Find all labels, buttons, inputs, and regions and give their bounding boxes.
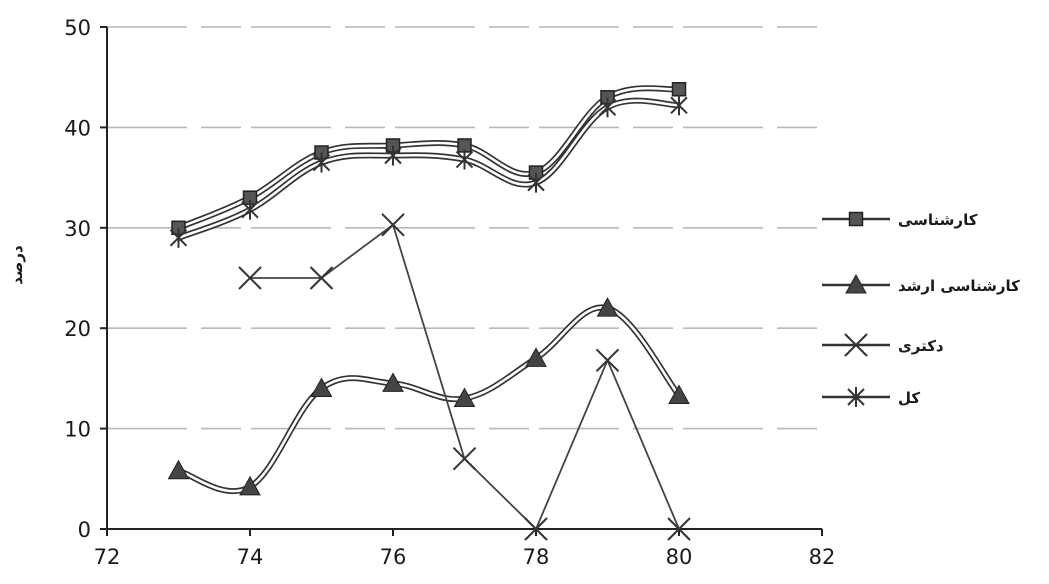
data-point-doctorate-80	[667, 517, 691, 541]
data-point-total-78	[527, 172, 545, 193]
legend-item-masters: کارشناسی ارشد	[822, 273, 1020, 295]
legend-marker-doctorate	[844, 333, 868, 357]
data-point-doctorate-78	[524, 517, 548, 541]
data-point-masters-80	[668, 384, 690, 404]
data-point-total-73	[169, 227, 188, 248]
data-point-masters-77	[453, 387, 476, 407]
y-axis-label: درصد	[8, 245, 26, 285]
data-point-masters-79	[596, 297, 619, 317]
y-tick-label-40: 40	[64, 116, 91, 140]
legend-marker-bachelor	[848, 211, 864, 227]
x-tick-label-76: 76	[380, 545, 407, 569]
data-point-doctorate-76	[381, 213, 405, 237]
series-line-masters	[178, 306, 681, 493]
data-point-doctorate-75	[309, 266, 334, 290]
series-doctorate	[238, 213, 691, 541]
legend-item-doctorate: دکتری	[822, 333, 944, 357]
series-masters	[167, 297, 690, 496]
data-point-total-76	[384, 145, 402, 166]
data-point-masters-75	[310, 377, 333, 397]
series-line-total	[178, 99, 680, 240]
data-point-total-74	[241, 199, 259, 220]
gridlines	[107, 26, 822, 430]
series-layer	[167, 81, 691, 541]
x-tick-label-74: 74	[237, 545, 264, 569]
x-axis-ticks: 72 74 76 78 80 82	[94, 529, 836, 569]
legend-label-masters: کارشناسی ارشد	[898, 277, 1020, 295]
axes	[106, 27, 822, 530]
x-tick-label-72: 72	[94, 545, 121, 569]
data-point-masters-78	[525, 347, 547, 367]
data-point-masters-76	[382, 372, 404, 392]
data-point-bachelor-80	[671, 81, 687, 97]
y-tick-label-30: 30	[64, 217, 91, 241]
data-point-total-79	[598, 97, 617, 118]
series-total	[169, 95, 688, 248]
series-line-outline-masters	[177, 304, 682, 495]
y-tick-label-20: 20	[64, 317, 91, 341]
data-point-doctorate-79	[595, 348, 620, 373]
legend-label-bachelor: کارشناسی	[898, 211, 978, 229]
y-tick-label-50: 50	[64, 16, 91, 40]
legend: کارشناسی کارشناسی ارشد دکتری کل	[822, 211, 1020, 407]
data-point-total-77	[455, 149, 474, 170]
data-point-masters-73	[167, 459, 190, 480]
data-point-total-75	[312, 152, 331, 173]
legend-item-total: کل	[822, 387, 920, 407]
data-point-doctorate-77	[452, 447, 477, 471]
y-axis-ticks: 0 10 20 30 40 50	[64, 16, 107, 542]
data-point-total-80	[670, 95, 688, 116]
legend-label-total: کل	[898, 389, 920, 407]
data-point-masters-74	[239, 475, 261, 496]
legend-label-doctorate: دکتری	[898, 337, 944, 355]
legend-marker-total	[847, 387, 865, 407]
series-line-bachelor	[177, 86, 680, 229]
series-line-outline-total	[177, 97, 680, 241]
x-tick-label-78: 78	[523, 545, 550, 569]
y-tick-label-10: 10	[64, 418, 91, 442]
x-tick-label-82: 82	[809, 545, 836, 569]
data-point-doctorate-74	[238, 266, 262, 290]
legend-item-bachelor: کارشناسی	[822, 211, 978, 229]
x-tick-label-80: 80	[666, 545, 693, 569]
y-tick-label-0: 0	[78, 518, 91, 542]
legend-marker-masters	[845, 273, 867, 294]
